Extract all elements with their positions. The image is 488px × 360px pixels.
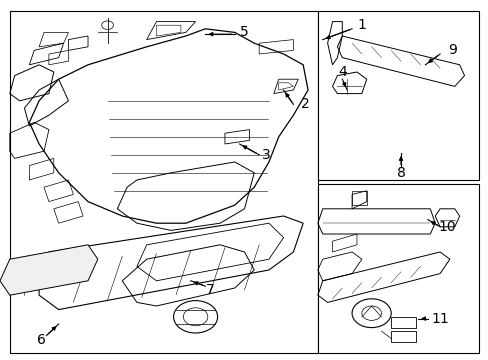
Bar <box>317 11 478 180</box>
Text: 9: 9 <box>447 44 456 57</box>
Text: 8: 8 <box>396 166 405 180</box>
Bar <box>317 184 478 353</box>
Polygon shape <box>0 245 98 295</box>
Text: 5: 5 <box>240 26 248 39</box>
Bar <box>10 11 317 353</box>
Text: 4: 4 <box>337 65 346 79</box>
Text: 7: 7 <box>205 283 214 297</box>
Text: 11: 11 <box>430 312 448 325</box>
Text: 6: 6 <box>37 333 46 347</box>
Text: 2: 2 <box>301 98 309 111</box>
Text: 10: 10 <box>438 220 455 234</box>
Text: 1: 1 <box>357 18 366 32</box>
Text: 3: 3 <box>262 148 270 162</box>
